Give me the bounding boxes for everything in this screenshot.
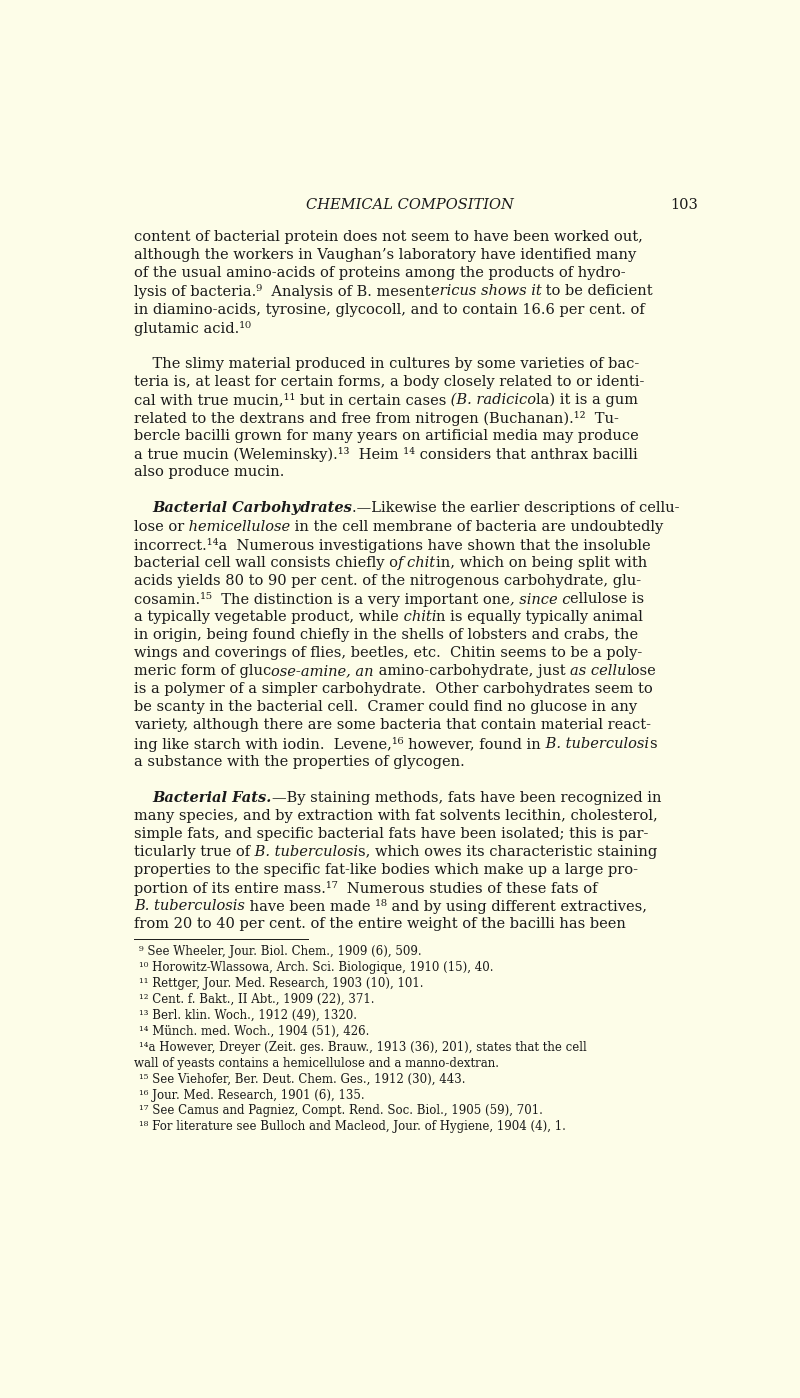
Text: a typically vegetable product, while: a typically vegetable product, while [134, 610, 399, 624]
Text: bercle bacilli grown for many years on artificial media may produce: bercle bacilli grown for many years on a… [134, 429, 639, 443]
Text: wings and coverings of flies, beetles, etc.  Chitin seems to be a poly-: wings and coverings of flies, beetles, e… [134, 646, 642, 660]
Text: .—Likewise the earlier descriptions of cellu-: .—Likewise the earlier descriptions of c… [353, 502, 680, 516]
Text: be scanty in the bacterial cell.  Cramer could find no glucose in any: be scanty in the bacterial cell. Cramer … [134, 700, 638, 714]
Text: hemicellulose: hemicellulose [184, 520, 290, 534]
Text: ticularly true of: ticularly true of [134, 844, 250, 858]
Text: in the cell membrane of bacteria are undoubtedly: in the cell membrane of bacteria are und… [290, 520, 664, 534]
Text: B. tuberculosi: B. tuberculosi [250, 844, 358, 858]
Text: meric form of gluc: meric form of gluc [134, 664, 271, 678]
Text: ¹³ Berl. klin. Woch., 1912 (49), 1320.: ¹³ Berl. klin. Woch., 1912 (49), 1320. [139, 1009, 357, 1022]
Text: (B. radicico: (B. radicico [446, 393, 537, 407]
Text: in, which on being split with: in, which on being split with [436, 556, 647, 570]
Text: a substance with the properties of glycogen.: a substance with the properties of glyco… [134, 755, 465, 769]
Text: ing like starch with iodin.  Levene,¹⁶ however, found in: ing like starch with iodin. Levene,¹⁶ ho… [134, 737, 541, 752]
Text: a true mucin (Weleminsky).¹³  Heim ¹⁴ considers that anthrax bacilli: a true mucin (Weleminsky).¹³ Heim ¹⁴ con… [134, 447, 638, 463]
Text: many species, and by extraction with fat solvents lecithin, cholesterol,: many species, and by extraction with fat… [134, 809, 658, 823]
Text: ericus shows it: ericus shows it [430, 284, 542, 298]
Text: related to the dextrans and free from nitrogen (Buchanan).¹²  Tu-: related to the dextrans and free from ni… [134, 411, 619, 426]
Text: Bacterial Fats.: Bacterial Fats. [153, 791, 272, 805]
Text: CHEMICAL COMPOSITION: CHEMICAL COMPOSITION [306, 199, 514, 212]
Text: lysis of bacteria.⁹  Analysis of B. mesent: lysis of bacteria.⁹ Analysis of B. mesen… [134, 284, 430, 299]
Text: properties to the specific fat-like bodies which make up a large pro-: properties to the specific fat-like bodi… [134, 863, 638, 877]
Text: ose-amine, an: ose-amine, an [271, 664, 374, 678]
Text: in origin, being found chiefly in the shells of lobsters and crabs, the: in origin, being found chiefly in the sh… [134, 628, 638, 642]
Text: from 20 to 40 per cent. of the entire weight of the bacilli has been: from 20 to 40 per cent. of the entire we… [134, 917, 626, 931]
Text: la) it is a gum: la) it is a gum [537, 393, 638, 407]
Text: B. tuberculosi: B. tuberculosi [541, 737, 649, 751]
Text: ¹¹ Rettger, Jour. Med. Research, 1903 (10), 101.: ¹¹ Rettger, Jour. Med. Research, 1903 (1… [139, 977, 423, 990]
Text: variety, although there are some bacteria that contain material react-: variety, although there are some bacteri… [134, 719, 651, 733]
Text: wall of yeasts contains a hemicellulose and a manno-dextran.: wall of yeasts contains a hemicellulose … [134, 1057, 499, 1069]
Text: teria is, at least for certain forms, a body closely related to or identi-: teria is, at least for certain forms, a … [134, 375, 645, 389]
Text: f chit: f chit [398, 556, 436, 570]
Text: cal with true mucin,¹¹ but in certain cases: cal with true mucin,¹¹ but in certain ca… [134, 393, 446, 407]
Text: 103: 103 [670, 199, 698, 212]
Text: —By staining methods, fats have been recognized in: —By staining methods, fats have been rec… [272, 791, 662, 805]
Text: chiti: chiti [399, 610, 436, 624]
Text: ¹⁴a However, Dreyer (Zeit. ges. Brauw., 1913 (36), 201), states that the cell: ¹⁴a However, Dreyer (Zeit. ges. Brauw., … [139, 1040, 587, 1054]
Text: in diamino-acids, tyrosine, glycocoll, and to contain 16.6 per cent. of: in diamino-acids, tyrosine, glycocoll, a… [134, 302, 645, 316]
Text: The slimy material produced in cultures by some varieties of bac-: The slimy material produced in cultures … [134, 356, 639, 370]
Text: ¹⁸ For literature see Bulloch and Macleod, Jour. of Hygiene, 1904 (4), 1.: ¹⁸ For literature see Bulloch and Macleo… [139, 1120, 566, 1134]
Text: as cellu: as cellu [570, 664, 626, 678]
Text: content of bacterial protein does not seem to have been worked out,: content of bacterial protein does not se… [134, 231, 643, 245]
Text: have been made ¹⁸ and by using different extractives,: have been made ¹⁸ and by using different… [245, 899, 647, 914]
Text: also produce mucin.: also produce mucin. [134, 466, 285, 480]
Text: ⁹ See Wheeler, Jour. Biol. Chem., 1909 (6), 509.: ⁹ See Wheeler, Jour. Biol. Chem., 1909 (… [139, 945, 422, 958]
Text: , since c: , since c [510, 591, 570, 605]
Text: lose: lose [626, 664, 656, 678]
Text: although the workers in Vaughan’s laboratory have identified many: although the workers in Vaughan’s labora… [134, 249, 636, 263]
Text: incorrect.¹⁴a  Numerous investigations have shown that the insoluble: incorrect.¹⁴a Numerous investigations ha… [134, 538, 650, 552]
Text: B. tuberculosis: B. tuberculosis [134, 899, 245, 913]
Text: amino-carbohydrate, just: amino-carbohydrate, just [374, 664, 570, 678]
Text: cosamin.¹⁵  The distinction is a very important one: cosamin.¹⁵ The distinction is a very imp… [134, 591, 510, 607]
Text: is a polymer of a simpler carbohydrate.  Other carbohydrates seem to: is a polymer of a simpler carbohydrate. … [134, 682, 653, 696]
Text: ¹⁶ Jour. Med. Research, 1901 (6), 135.: ¹⁶ Jour. Med. Research, 1901 (6), 135. [139, 1089, 365, 1102]
Text: ¹⁰ Horowitz-Wlassowa, Arch. Sci. Biologique, 1910 (15), 40.: ¹⁰ Horowitz-Wlassowa, Arch. Sci. Biologi… [139, 960, 494, 974]
Text: simple fats, and specific bacterial fats have been isolated; this is par-: simple fats, and specific bacterial fats… [134, 828, 649, 842]
Text: to be deficient: to be deficient [542, 284, 653, 298]
Text: Bacterial Carbohydrates: Bacterial Carbohydrates [153, 502, 353, 516]
Text: bacterial cell wall consists chiefly o: bacterial cell wall consists chiefly o [134, 556, 398, 570]
Text: ¹⁵ See Viehofer, Ber. Deut. Chem. Ges., 1912 (30), 443.: ¹⁵ See Viehofer, Ber. Deut. Chem. Ges., … [139, 1072, 466, 1086]
Text: acids yields 80 to 90 per cent. of the nitrogenous carbohydrate, glu-: acids yields 80 to 90 per cent. of the n… [134, 573, 642, 587]
Text: ¹⁷ See Camus and Pagniez, Compt. Rend. Soc. Biol., 1905 (59), 701.: ¹⁷ See Camus and Pagniez, Compt. Rend. S… [139, 1104, 543, 1117]
Text: s: s [649, 737, 657, 751]
Text: ¹² Cent. f. Bakt., II Abt., 1909 (22), 371.: ¹² Cent. f. Bakt., II Abt., 1909 (22), 3… [139, 993, 374, 1007]
Text: ¹⁴ Münch. med. Woch., 1904 (51), 426.: ¹⁴ Münch. med. Woch., 1904 (51), 426. [139, 1025, 370, 1037]
Text: glutamic acid.¹⁰: glutamic acid.¹⁰ [134, 320, 251, 336]
Text: n is equally typically animal: n is equally typically animal [436, 610, 643, 624]
Text: of the usual amino-acids of proteins among the products of hydro-: of the usual amino-acids of proteins amo… [134, 267, 626, 281]
Text: ellulose is: ellulose is [570, 591, 645, 605]
Text: lose or: lose or [134, 520, 184, 534]
Text: s, which owes its characteristic staining: s, which owes its characteristic stainin… [358, 844, 658, 858]
Text: portion of its entire mass.¹⁷  Numerous studies of these fats of: portion of its entire mass.¹⁷ Numerous s… [134, 881, 598, 896]
